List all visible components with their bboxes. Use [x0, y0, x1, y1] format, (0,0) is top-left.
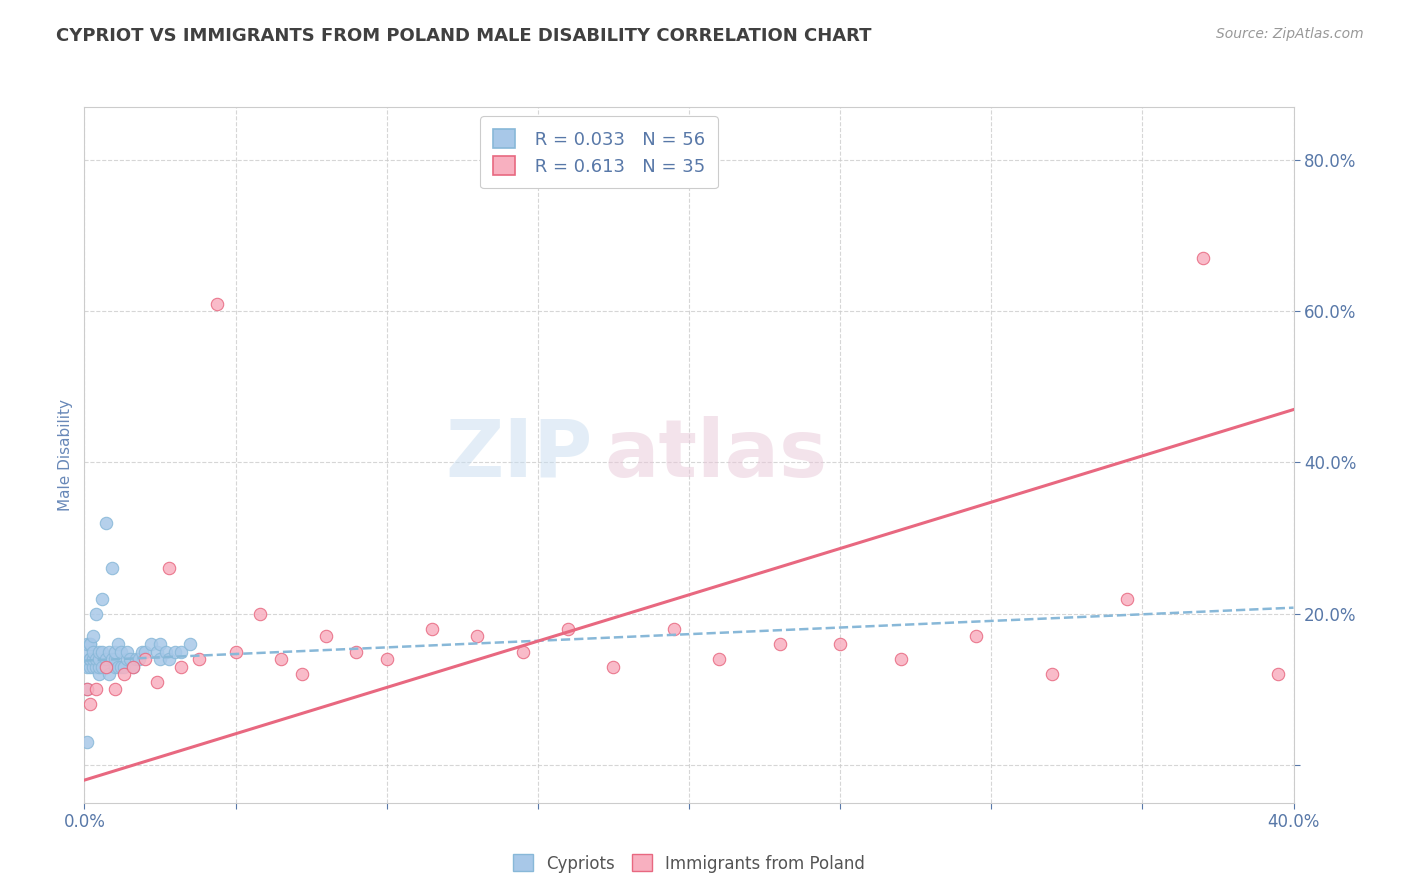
Point [602, 659, 624, 673]
Point [79, 652, 101, 666]
Point [79, 659, 101, 673]
Point [170, 644, 193, 658]
Point [76, 682, 98, 697]
Text: Source: ZipAtlas.com: Source: ZipAtlas.com [1216, 27, 1364, 41]
Point [121, 659, 143, 673]
Point [104, 682, 127, 697]
Point [94, 516, 117, 530]
Point [170, 659, 193, 673]
Point [149, 637, 172, 651]
Point [890, 652, 912, 666]
Point [375, 652, 398, 666]
Point [97, 644, 120, 658]
Point [557, 622, 579, 636]
Point [179, 637, 201, 651]
Point [1267, 667, 1289, 681]
Point [76, 682, 98, 697]
Point [82, 659, 104, 673]
Point [346, 644, 368, 658]
Point [512, 644, 534, 658]
Point [270, 652, 292, 666]
Point [662, 622, 685, 636]
Point [100, 561, 122, 575]
Point [76, 637, 98, 651]
Point [86, 607, 108, 621]
Point [146, 644, 169, 658]
Point [157, 561, 180, 575]
Point [94, 652, 117, 666]
Point [769, 637, 792, 651]
Point [121, 659, 143, 673]
Point [315, 629, 337, 643]
Point [115, 652, 138, 666]
Point [1191, 252, 1213, 266]
Point [420, 622, 443, 636]
Point [104, 659, 127, 673]
Point [225, 644, 247, 658]
Point [149, 652, 172, 666]
Point [76, 644, 98, 658]
Point [157, 652, 180, 666]
Point [1040, 667, 1063, 681]
Point [107, 659, 129, 673]
Point [115, 644, 138, 658]
Point [89, 667, 111, 681]
Point [965, 629, 987, 643]
Point [79, 637, 101, 651]
Text: ZIP: ZIP [444, 416, 592, 494]
Point [79, 652, 101, 666]
Point [110, 659, 132, 673]
Point [82, 629, 104, 643]
Point [89, 652, 111, 666]
Point [291, 667, 314, 681]
Point [134, 644, 156, 658]
Point [76, 735, 98, 749]
Point [76, 659, 98, 673]
Point [139, 637, 162, 651]
Point [125, 652, 148, 666]
Point [118, 652, 141, 666]
Point [830, 637, 852, 651]
Text: atlas: atlas [605, 416, 827, 494]
Text: CYPRIOT VS IMMIGRANTS FROM POLAND MALE DISABILITY CORRELATION CHART: CYPRIOT VS IMMIGRANTS FROM POLAND MALE D… [56, 27, 872, 45]
Point [94, 659, 117, 673]
Point [207, 296, 229, 310]
Point [82, 644, 104, 658]
Point [94, 659, 117, 673]
Point [188, 652, 211, 666]
Point [1116, 591, 1139, 606]
Point [131, 644, 153, 658]
Y-axis label: Male Disability: Male Disability [58, 399, 73, 511]
Legend:  R = 0.033   N = 56,  R = 0.613   N = 35: R = 0.033 N = 56, R = 0.613 N = 35 [481, 116, 718, 188]
Point [128, 652, 150, 666]
Point [97, 667, 120, 681]
Point [146, 674, 169, 689]
Legend: Cypriots, Immigrants from Poland: Cypriots, Immigrants from Poland [506, 847, 872, 880]
Point [134, 652, 156, 666]
Point [89, 659, 111, 673]
Point [100, 652, 122, 666]
Point [112, 659, 135, 673]
Point [86, 659, 108, 673]
Point [89, 644, 111, 658]
Point [112, 667, 135, 681]
Point [163, 644, 186, 658]
Point [86, 682, 108, 697]
Point [110, 644, 132, 658]
Point [91, 659, 114, 673]
Point [467, 629, 489, 643]
Point [104, 652, 127, 666]
Point [155, 644, 177, 658]
Point [79, 698, 101, 712]
Point [249, 607, 271, 621]
Point [86, 652, 108, 666]
Point [104, 644, 127, 658]
Point [91, 591, 114, 606]
Point [91, 644, 114, 658]
Point [107, 637, 129, 651]
Point [79, 637, 101, 651]
Point [709, 652, 731, 666]
Point [82, 652, 104, 666]
